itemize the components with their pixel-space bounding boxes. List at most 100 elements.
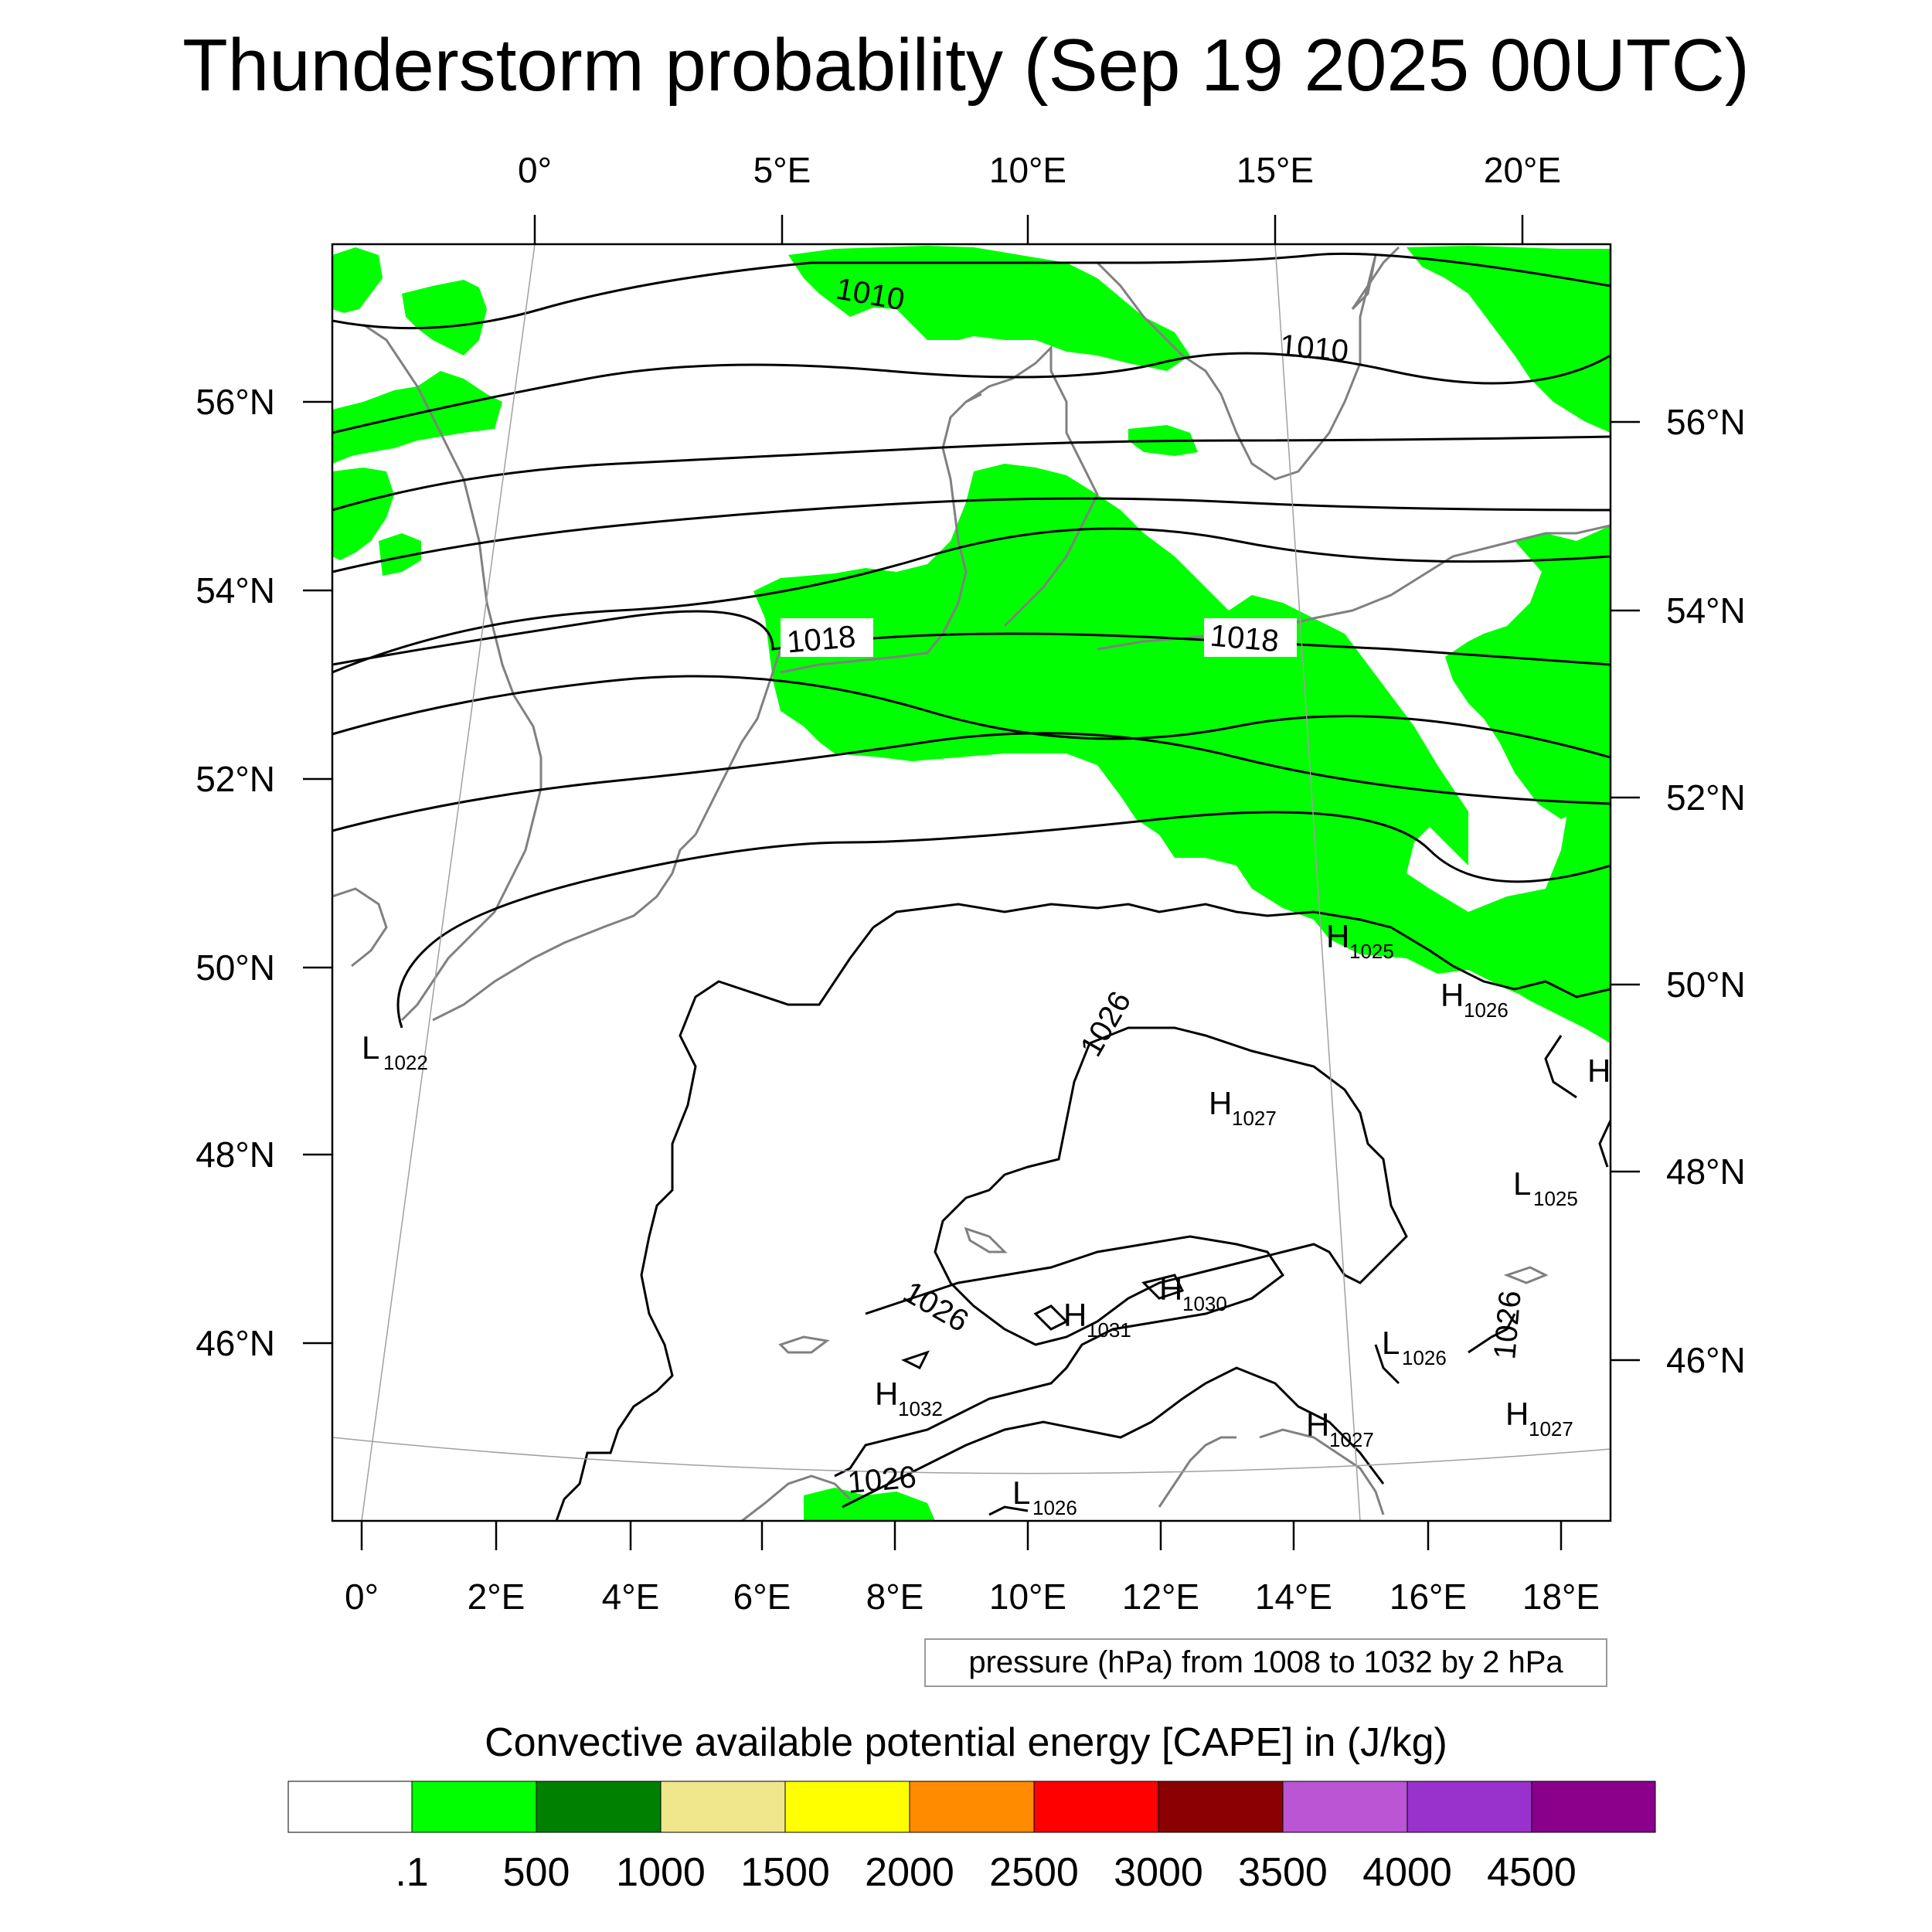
colorbar-box xyxy=(536,1781,662,1833)
cape-area-northsea-west3 xyxy=(332,468,394,560)
pressure-center-letter: H xyxy=(1159,1270,1182,1307)
pressure-center-letter: H xyxy=(1306,1406,1329,1443)
top-axis-label: 20°E xyxy=(1484,150,1561,190)
cape-shading xyxy=(332,246,1611,1521)
colorbar-box xyxy=(1531,1781,1656,1833)
colorbar-title: Convective available potential energy [C… xyxy=(485,1720,1447,1765)
left-axis-label: 48°N xyxy=(196,1134,275,1175)
cape-area-east-baltic xyxy=(1546,286,1611,332)
contour-label: 1026 xyxy=(898,1275,975,1339)
colorbar-box xyxy=(909,1781,1035,1833)
contour-info-box: pressure (hPa) from 1008 to 1032 by 2 hP… xyxy=(924,1638,1607,1687)
pressure-center-letter: H xyxy=(1209,1085,1232,1121)
coast-netherlands xyxy=(694,648,782,835)
cape-area-scandinavia xyxy=(788,246,1190,371)
top-axis-label: 0° xyxy=(518,150,552,190)
pressure-center-letter: L xyxy=(1513,1165,1531,1202)
isobar-southeast xyxy=(1374,1035,1611,1385)
right-axis-label: 50°N xyxy=(1666,964,1746,1005)
map-frame xyxy=(331,243,1612,1522)
left-axis-labels: 56°N 54°N 52°N 50°N 48°N 46°N xyxy=(196,382,275,1363)
colorbar-box xyxy=(411,1781,537,1833)
pressure-center-value: 1022 xyxy=(383,1051,428,1074)
colorbar-box xyxy=(1033,1781,1159,1833)
colorbar-label: 3500 xyxy=(1238,1850,1328,1895)
left-axis-label: 56°N xyxy=(196,382,275,422)
lake-balaton xyxy=(1503,1266,1549,1284)
right-axis-label: 54°N xyxy=(1666,590,1746,631)
isobar-1022 xyxy=(332,732,1611,832)
pressure-center-value: 1026 xyxy=(1402,1346,1447,1369)
bottom-axis-label: 2°E xyxy=(468,1577,526,1617)
graticule xyxy=(332,244,1611,1521)
bottom-axis-label: 12°E xyxy=(1122,1577,1199,1617)
meridian-15e xyxy=(1274,244,1361,1521)
bottom-axis-labels: 0° 2°E 4°E 6°E 8°E 10°E 12°E 14°E 16°E 1… xyxy=(345,1577,1600,1617)
contour-label: 1026 xyxy=(846,1460,917,1500)
top-axis-label: 10°E xyxy=(989,150,1066,190)
pressure-center-value: 1025 xyxy=(1349,940,1394,963)
colorbar-box xyxy=(287,1781,413,1833)
colorbar-label: 4500 xyxy=(1487,1850,1577,1895)
cape-area-scandinavia-east xyxy=(1406,246,1611,433)
colorbar-label: 3000 xyxy=(1114,1850,1203,1895)
bottom-axis-label: 0° xyxy=(345,1577,379,1617)
isobar-1010-b xyxy=(332,352,1611,434)
coast-adriatic xyxy=(1259,1428,1385,1515)
contour-label-bg xyxy=(781,618,873,657)
pressure-center-value: 1027 xyxy=(1329,1428,1374,1451)
contour-label-bg xyxy=(1204,618,1297,657)
isobar-alps-3 xyxy=(901,1274,1185,1370)
pressure-center-value: 1025 xyxy=(1533,1187,1578,1210)
colorbar-label: 1500 xyxy=(740,1850,830,1895)
pressure-center-letter: H xyxy=(1063,1297,1087,1333)
pressure-center-letter: H xyxy=(875,1376,898,1412)
isobars xyxy=(332,252,1611,1521)
pressure-center-letter: H xyxy=(1505,1396,1529,1432)
contour-label: 1018 xyxy=(1209,619,1280,659)
coast-germany-north xyxy=(780,393,982,674)
coast-italy xyxy=(1158,1436,1236,1508)
coastlines xyxy=(332,246,1611,1521)
cape-area-alps-south xyxy=(804,1488,935,1521)
pressure-center-value: 1026 xyxy=(1464,998,1509,1022)
isobar-1020 xyxy=(332,675,1611,759)
pressure-center-letter: H xyxy=(1587,1053,1611,1089)
contour-label: 1010 xyxy=(1278,328,1349,369)
pressure-centers: L 1022 H 1025 H 1026 H 1027 L 1025 H 103… xyxy=(362,918,1611,1519)
pressure-center-letter: H xyxy=(1440,977,1464,1013)
pressure-center-value: 1026 xyxy=(1032,1496,1077,1519)
pressure-center-letter: H xyxy=(1326,918,1349,954)
top-axis-labels: 0° 5°E 10°E 15°E 20°E xyxy=(518,150,1561,190)
pressure-center-value: 1032 xyxy=(898,1397,943,1420)
parallel-45n xyxy=(332,1437,1611,1475)
colorbar-label: 4000 xyxy=(1362,1850,1452,1895)
right-axis-label: 46°N xyxy=(1666,1340,1746,1380)
bottom-axis-label: 6°E xyxy=(733,1577,791,1617)
cape-area-northsea-west xyxy=(332,247,383,313)
top-axis-label: 15°E xyxy=(1236,150,1314,190)
pressure-center-letter: L xyxy=(362,1029,379,1066)
pressure-center-letter: L xyxy=(1382,1325,1400,1361)
left-axis-label: 52°N xyxy=(196,759,275,799)
left-axis-label: 46°N xyxy=(196,1323,275,1363)
pressure-center-value: 1027 xyxy=(1529,1417,1573,1440)
isobar-1016 xyxy=(332,527,1611,674)
right-axis-label: 56°N xyxy=(1666,402,1746,442)
cape-area-east xyxy=(1445,526,1611,819)
cape-area-north-england xyxy=(379,533,421,576)
colorbar-label: 2500 xyxy=(989,1850,1079,1895)
colorbar-label: 2000 xyxy=(865,1850,954,1895)
meridian-0 xyxy=(361,244,536,1521)
right-axis-label: 52°N xyxy=(1666,777,1746,818)
coast-sweden xyxy=(1096,246,1400,481)
isobar-alps-2 xyxy=(842,1366,1385,1509)
coast-france-north xyxy=(432,833,697,1022)
colorbar-label: 1000 xyxy=(616,1850,706,1895)
coast-ligurian xyxy=(741,1475,852,1521)
bottom-axis-label: 8°E xyxy=(866,1577,924,1617)
isobar-1026-north xyxy=(872,903,1611,998)
bottom-axis-label: 16°E xyxy=(1389,1577,1467,1617)
cape-area-central-europe xyxy=(753,464,1611,1020)
